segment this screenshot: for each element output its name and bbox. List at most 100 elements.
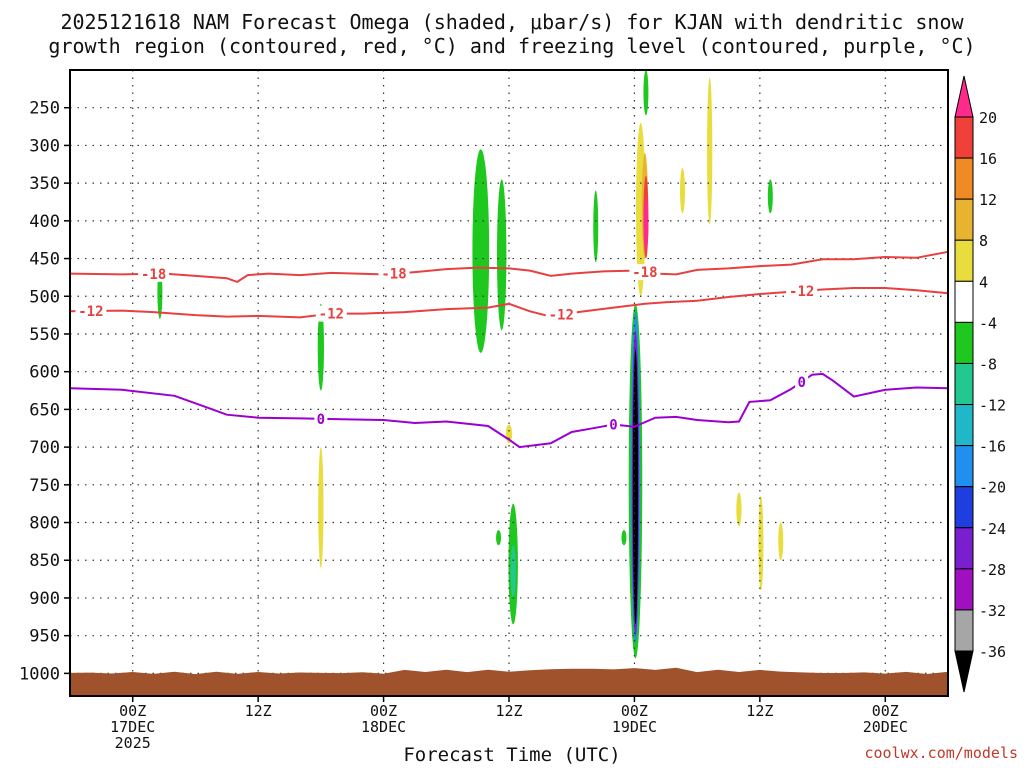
credit-link[interactable]: coolwx.com/models (864, 744, 1018, 762)
plot-frame (69, 69, 949, 697)
colorbar-label-0: 20 (979, 109, 997, 127)
dgz-minus-18-line (69, 250, 949, 284)
dgz-minus-12-label-2: -12 (549, 308, 574, 324)
x-tick-label-6-1: 17DEC (110, 718, 155, 736)
y-tick-label-300: 300 (29, 136, 60, 156)
contour-layer: -18 -18 -18 -12 -12 -12 -12 0 0 0 (69, 250, 949, 449)
colorbar-bin-0 (954, 116, 974, 159)
colorbar-label-2: 12 (979, 191, 997, 209)
omega-shade-2 (318, 447, 324, 568)
dgz-minus-12-label-0: -12 (78, 304, 103, 320)
colorbar-label-3: 8 (979, 232, 988, 250)
dgz-minus-12-label-3: -12 (789, 284, 814, 300)
omega-shade-20 (680, 168, 686, 214)
x-tick-label-54-1: 19DEC (612, 718, 657, 736)
omega-shade-3 (472, 149, 490, 353)
y-tick-label-900: 900 (29, 589, 60, 609)
dgz-minus-12-label-bg-1 (315, 305, 347, 322)
y-tick-label-950: 950 (29, 627, 60, 647)
omega-shade-25 (778, 522, 784, 561)
colorbar-bin-11 (954, 568, 974, 611)
chart-title-line-2: growth region (contoured, red, °C) and f… (48, 34, 976, 58)
omega-shade-1 (317, 303, 324, 391)
x-tick-label-66-0: 12Z (746, 702, 773, 720)
y-tick-label-750: 750 (29, 476, 60, 496)
colorbar-label-9: -20 (979, 479, 1006, 497)
freezing-level-0-label-2: 0 (797, 375, 805, 391)
omega-shade-8 (496, 530, 502, 546)
colorbar-bin-1 (954, 157, 974, 200)
y-tick-label-600: 600 (29, 363, 60, 383)
dgz-minus-18-label-bg-0 (138, 265, 170, 282)
omega-shade-7 (510, 545, 516, 598)
colorbar-label-13: -36 (979, 643, 1006, 661)
x-tick-label-30-0: 00Z (370, 702, 397, 720)
colorbar-bin-12 (954, 609, 974, 652)
omega-shade-4 (496, 179, 507, 331)
dgz-minus-12-label-bg-0 (75, 303, 107, 320)
y-tick-label-850: 850 (29, 551, 60, 571)
omega-shade-13 (632, 349, 639, 625)
grid-layer (70, 70, 948, 696)
colorbar-label-1: 16 (979, 150, 997, 168)
colorbar-label-4: 4 (979, 273, 988, 291)
x-tick-label-78-0: 00Z (872, 702, 899, 720)
freezing-level-0-label-bg-2 (795, 373, 809, 390)
x-tick-label-42-0: 12Z (495, 702, 522, 720)
omega-shade-21 (707, 77, 713, 225)
colorbar-bin-2 (954, 198, 974, 241)
colorbar-bin-10 (954, 527, 974, 570)
terrain-layer (70, 667, 948, 696)
omega-shade-19 (643, 198, 649, 252)
colorbar: 20 16 12 8 4 -4 -8 -12 -16 -20 -24 -28 -32 -36 (954, 75, 1006, 693)
freezing-level-0-line (69, 372, 949, 449)
omega-shade-24 (758, 496, 764, 591)
omega-shade-14 (621, 530, 627, 546)
y-tick-label-800: 800 (29, 514, 60, 534)
terrain-ground (70, 667, 948, 696)
colorbar-tip-top (954, 75, 974, 118)
colorbar-tip-bottom (954, 650, 974, 693)
dgz-minus-12-label-bg-2 (545, 306, 577, 323)
colorbar-bin-4 (954, 280, 974, 323)
freezing-level-0-label-0: 0 (317, 412, 325, 428)
dgz-minus-12-label-bg-3 (786, 282, 818, 299)
colorbar-label-11: -28 (979, 561, 1006, 579)
freezing-level-0-label-bg-1 (607, 416, 621, 433)
y-tick-label-450: 450 (29, 250, 60, 270)
y-tick-label-1000: 1000 (19, 664, 60, 684)
y-tick-label-350: 350 (29, 174, 60, 194)
x-tick-label-54-0: 00Z (621, 702, 648, 720)
y-tick-label-500: 500 (29, 287, 60, 307)
dgz-minus-18-label-0: -18 (141, 267, 166, 283)
colorbar-label-5: -4 (979, 314, 997, 332)
x-tick-label-18-0: 12Z (245, 702, 272, 720)
colorbar-label-8: -16 (979, 438, 1006, 456)
dgz-minus-18-label-1: -18 (381, 267, 406, 283)
freezing-level-0-label-bg-0 (314, 410, 328, 427)
colorbar-bin-7 (954, 404, 974, 447)
chart-title-line-1: 2025121618 NAM Forecast Omega (shaded, μ… (60, 10, 964, 34)
omega-shade-22 (736, 492, 742, 527)
omega-shade-15 (643, 70, 649, 116)
dgz-minus-18-label-bg-2 (629, 264, 661, 281)
dgz-minus-12-label-1: -12 (319, 307, 344, 323)
colorbar-label-7: -12 (979, 397, 1006, 415)
colorbar-bin-9 (954, 486, 974, 529)
colorbar-bin-5 (954, 321, 974, 364)
colorbar-label-12: -32 (979, 602, 1006, 620)
colorbar-bin-6 (954, 362, 974, 406)
dgz-minus-18-label-2: -18 (632, 265, 657, 281)
x-tick-label-6-2: 2025 (115, 734, 151, 752)
axes-layer: 250 300 350 400 450 500 550 600 650 700 750 800 850 9… (19, 69, 949, 752)
y-tick-label-250: 250 (29, 99, 60, 119)
shaded-omega-layer (157, 70, 784, 659)
x-tick-label-78-1: 20DEC (863, 718, 908, 736)
colorbar-label-10: -24 (979, 520, 1006, 538)
freezing-level-0-label-1: 0 (609, 417, 617, 433)
x-tick-label-30-1: 18DEC (361, 718, 406, 736)
y-tick-label-400: 400 (29, 212, 60, 232)
x-axis-label: Forecast Time (UTC) (403, 744, 621, 766)
colorbar-bin-8 (954, 445, 974, 488)
